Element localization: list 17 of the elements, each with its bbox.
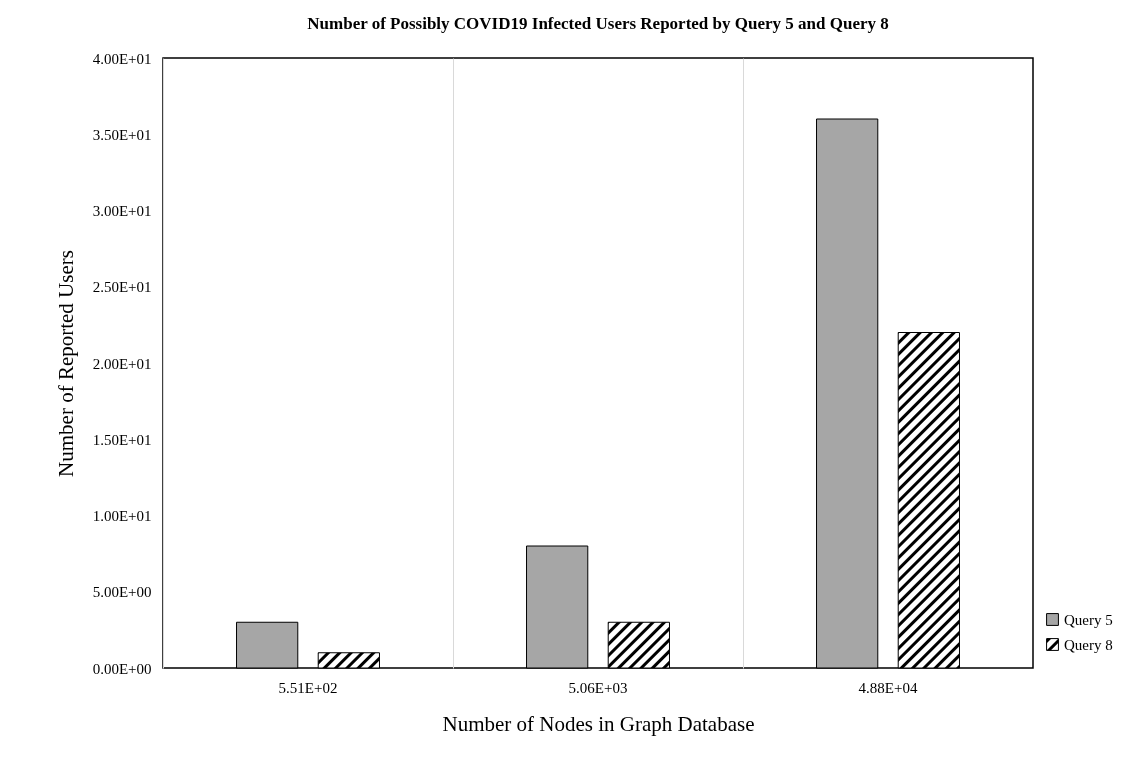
y-tick-label: 3.00E+01 [92,203,152,219]
legend-label: Query 8 [1064,636,1113,653]
y-axis-title: Number of Reported Users [53,250,78,477]
x-tick-label: 5.51E+02 [278,679,338,696]
y-tick-label: 2.00E+01 [92,355,152,372]
x-axis-title: Number of Nodes in Graph Database [442,711,755,736]
y-tick-label: 3.50E+01 [92,126,152,143]
x-tick-label: 4.88E+04 [858,679,918,696]
y-tick-label: 1.00E+01 [92,508,152,524]
y-tick-label: 5.00E+00 [92,584,152,601]
chart-title: Number of Possibly COVID19 Infected Users Reported by Query 5 and Query 8 [307,14,889,33]
y-tick-label: 1.50E+01 [92,431,152,448]
legend-label: Query 5 [1064,611,1113,628]
y-tick-label: 4.00E+01 [92,50,152,67]
x-tick-label: 5.06E+03 [568,679,628,696]
y-tick-label: 2.50E+01 [92,279,152,296]
y-tick-label: 0.00E+00 [92,660,152,677]
